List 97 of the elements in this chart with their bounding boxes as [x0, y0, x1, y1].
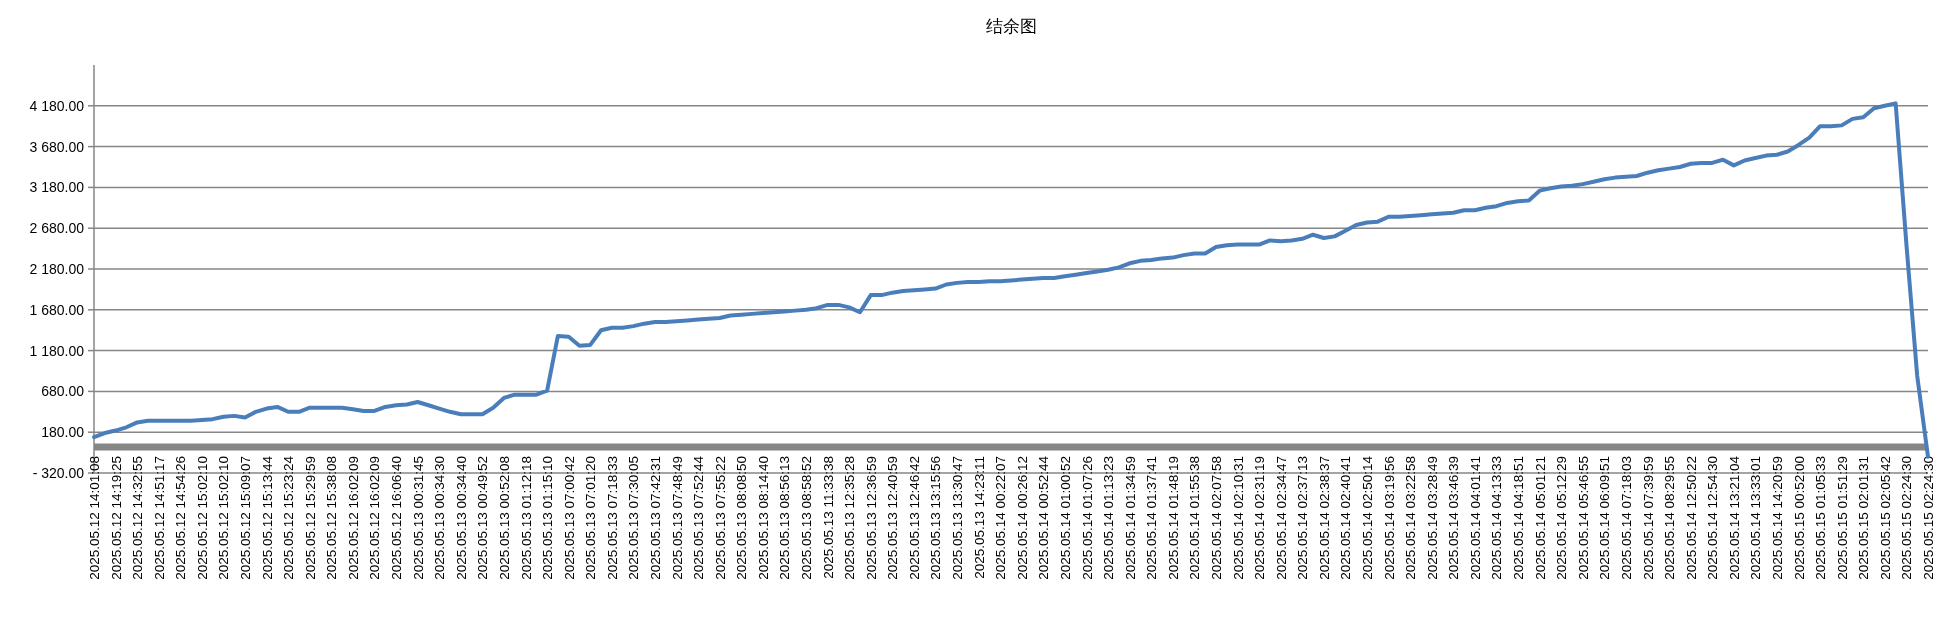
x-tick-label: 2025.05.14 01:13:23	[1101, 455, 1117, 580]
x-tick-label: 2025.05.15 00:52:00	[1791, 455, 1807, 580]
x-tick-label: 2025.05.13 08:08:50	[734, 455, 750, 580]
y-tick-label: 180.00	[41, 424, 85, 441]
x-tick-label: 2025.05.13 00:31:45	[410, 455, 426, 580]
x-tick-label: 2025.05.13 08:56:13	[777, 455, 793, 580]
chart-title: 结余图	[985, 16, 1037, 36]
x-tick-label: 2025.05.14 05:46:55	[1575, 455, 1591, 580]
x-tick-label: 2025.05.14 01:34:59	[1122, 455, 1138, 580]
x-tick-label: 2025.05.13 01:15:10	[540, 455, 556, 580]
x-tick-label: 2025.05.13 12:46:42	[906, 455, 922, 580]
x-tick-label: 2025.05.12 15:09:07	[238, 455, 254, 580]
x-tick-label: 2025.05.12 16:02:09	[345, 455, 361, 580]
x-tick-label: 2025.05.14 02:31:19	[1252, 455, 1268, 580]
x-tick-label: 2025.05.12 16:06:40	[389, 455, 405, 580]
x-tick-label: 2025.05.13 13:15:56	[928, 455, 944, 580]
x-tick-label: 2025.05.12 14:54:26	[173, 455, 189, 580]
x-tick-label: 2025.05.14 00:26:12	[1014, 455, 1030, 580]
x-tick-label: 2025.05.13 07:48:49	[669, 455, 685, 580]
x-tick-label: 2025.05.12 16:02:09	[367, 455, 383, 580]
x-tick-label: 2025.05.12 14:01:08	[87, 455, 102, 580]
x-tick-label: 2025.05.14 12:50:22	[1683, 455, 1699, 580]
x-tick-label: 2025.05.14 01:48:19	[1165, 455, 1181, 580]
x-tick-label: 2025.05.13 07:55:22	[712, 455, 728, 580]
x-tick-label: 2025.05.14 08:29:55	[1662, 455, 1678, 580]
x-tick-label: 2025.05.14 01:37:41	[1144, 455, 1160, 580]
x-tick-label: 2025.05.12 14:51:17	[151, 455, 167, 580]
y-tick-label: 2 680.00	[29, 220, 85, 237]
x-tick-label: 2025.05.14 03:22:58	[1403, 455, 1419, 580]
x-tick-label: 2025.05.12 14:19:25	[108, 455, 124, 580]
x-tick-label: 2025.05.14 02:38:37	[1316, 455, 1332, 580]
x-tick-label: 2025.05.14 02:07:58	[1208, 455, 1224, 580]
x-tick-label: 2025.05.14 00:52:44	[1036, 455, 1052, 580]
x-tick-label: 2025.05.15 01:51:29	[1834, 455, 1850, 580]
x-tick-label: 2025.05.14 01:55:38	[1187, 455, 1203, 580]
x-tick-label: 2025.05.14 12:54:30	[1705, 455, 1721, 580]
x-tick-label: 2025.05.14 02:37:13	[1295, 455, 1311, 580]
x-tick-label: 2025.05.14 03:19:56	[1381, 455, 1397, 580]
x-tick-label: 2025.05.15 02:01:31	[1856, 455, 1872, 580]
x-tick-label: 2025.05.14 04:18:51	[1511, 455, 1527, 580]
x-tick-label: 2025.05.13 08:58:52	[799, 455, 815, 580]
x-tick-label: 2025.05.14 03:28:49	[1424, 455, 1440, 580]
x-tick-label: 2025.05.13 07:01:20	[583, 455, 599, 580]
y-tick-label: 680.00	[41, 383, 85, 400]
x-tick-label: 2025.05.13 12:36:59	[863, 455, 879, 580]
y-tick-label: 2 180.00	[29, 261, 85, 277]
x-tick-label: 2025.05.14 02:34:47	[1273, 455, 1289, 580]
x-tick-label: 2025.05.13 12:35:28	[842, 455, 858, 580]
x-tick-label: 2025.05.14 04:01:41	[1467, 455, 1483, 580]
x-tick-label: 2025.05.14 02:40:41	[1338, 455, 1354, 580]
x-tick-label: 2025.05.14 05:12:29	[1554, 455, 1570, 580]
x-tick-label: 2025.05.15 01:05:33	[1813, 455, 1829, 580]
y-tick-label: - 320.00	[32, 465, 85, 481]
x-tick-label: 2025.05.13 00:52:08	[496, 455, 512, 580]
x-tick-label: 2025.05.12 15:13:44	[259, 455, 275, 580]
x-tick-label: 2025.05.14 01:07:26	[1079, 455, 1095, 580]
x-tick-label: 2025.05.14 00:22:07	[993, 455, 1009, 580]
x-tick-label: 2025.05.14 03:46:39	[1446, 455, 1462, 580]
x-tick-label: 2025.05.13 00:49:52	[475, 455, 491, 580]
y-tick-label: 1 180.00	[29, 342, 85, 359]
x-tick-label: 2025.05.13 13:30:47	[950, 455, 966, 580]
x-tick-label: 2025.05.14 06:09:51	[1597, 455, 1613, 580]
y-tick-label: 3 680.00	[29, 138, 85, 155]
x-tick-label: 2025.05.15 02:24:30	[1921, 455, 1936, 580]
x-tick-label: 2025.05.12 15:23:24	[281, 455, 297, 580]
y-tick-label: 4 180.00	[29, 97, 85, 114]
x-tick-label: 2025.05.13 07:52:44	[691, 455, 707, 580]
x-tick-label: 2025.05.14 04:13:33	[1489, 455, 1505, 580]
x-tick-label: 2025.05.15 02:05:42	[1877, 455, 1893, 580]
y-tick-label: 3 180.00	[29, 179, 85, 196]
x-tick-label: 2025.05.13 07:18:33	[604, 455, 620, 580]
x-tick-label: 2025.05.15 02:24:30	[1899, 455, 1915, 580]
x-tick-label: 2025.05.14 01:00:52	[1057, 455, 1073, 580]
x-tick-label: 2025.05.14 02:10:31	[1230, 455, 1246, 580]
x-tick-label: 2025.05.13 11:33:38	[820, 455, 836, 579]
x-tick-label: 2025.05.12 15:29:59	[302, 455, 318, 580]
x-tick-label: 2025.05.13 00:34:30	[432, 455, 448, 580]
x-tick-label: 2025.05.12 15:02:10	[216, 455, 232, 580]
x-tick-label: 2025.05.14 07:18:03	[1618, 455, 1634, 580]
x-tick-label: 2025.05.14 05:01:21	[1532, 455, 1548, 580]
x-tick-label: 2025.05.13 14:23:11	[971, 455, 987, 579]
x-tick-label: 2025.05.13 07:00:42	[561, 455, 577, 580]
x-tick-label: 2025.05.14 07:39:59	[1640, 455, 1656, 580]
x-tick-label: 2025.05.13 01:12:18	[518, 455, 534, 580]
x-tick-label: 2025.05.13 07:30:05	[626, 455, 642, 580]
y-tick-label: 1 680.00	[29, 301, 85, 318]
x-tick-label: 2025.05.14 14:20:59	[1769, 455, 1785, 580]
x-tick-label: 2025.05.12 15:38:08	[324, 455, 340, 580]
x-tick-label: 2025.05.14 13:33:01	[1748, 455, 1764, 580]
x-tick-label: 2025.05.12 15:02:10	[194, 455, 210, 580]
x-tick-label: 2025.05.13 07:42:31	[647, 455, 663, 580]
x-tick-label: 2025.05.13 00:34:40	[453, 455, 469, 580]
x-tick-label: 2025.05.14 02:50:14	[1360, 455, 1376, 580]
x-tick-label: 2025.05.12 14:32:55	[130, 455, 146, 580]
x-tick-label: 2025.05.13 08:14:40	[755, 455, 771, 580]
x-tick-label: 2025.05.13 12:40:59	[885, 455, 901, 580]
x-tick-label: 2025.05.14 13:21:04	[1726, 455, 1742, 580]
